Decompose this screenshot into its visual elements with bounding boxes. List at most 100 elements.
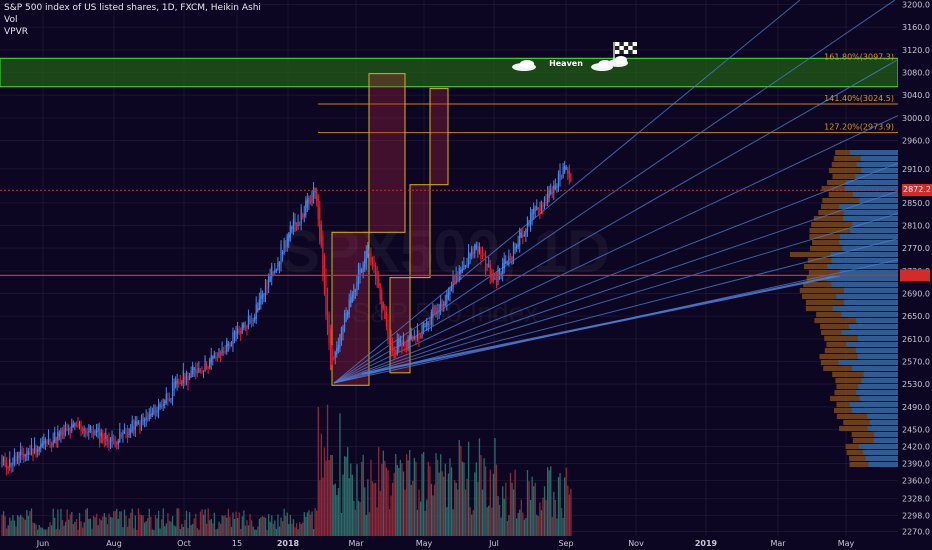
vpvr-bar-up (843, 210, 898, 215)
volume-bar (500, 517, 502, 536)
volume-bar (103, 512, 105, 536)
volume-bar (278, 526, 281, 536)
volume-bar (334, 483, 336, 536)
volume-bar (436, 459, 439, 536)
candle-body (325, 274, 327, 316)
candle-body (120, 435, 122, 437)
volume-bar (170, 521, 172, 536)
volume-bar (46, 529, 48, 536)
x-tick-label: Nov (628, 539, 644, 548)
candle-body (212, 356, 214, 360)
candle-body (463, 264, 465, 271)
candle-body (492, 276, 494, 281)
candle-body (512, 241, 515, 259)
candle-body (105, 432, 107, 439)
volume-bar (306, 512, 309, 536)
candle-body (237, 328, 239, 334)
candle-body (269, 274, 271, 283)
volume-bar (134, 515, 136, 536)
y-tick-label: 3120.0 (902, 46, 930, 55)
candle-body (178, 381, 180, 385)
candle-body (88, 431, 90, 433)
candle-body (72, 424, 74, 428)
y-tick-label: 2570.0 (902, 357, 930, 366)
volume-bar (424, 510, 426, 536)
volume-bar (529, 500, 532, 536)
candle-body (75, 424, 77, 426)
volume-bar (4, 516, 6, 536)
vpvr-bar-up (839, 270, 898, 275)
vpvr-bar-up (851, 408, 898, 413)
volume-bar (21, 516, 23, 536)
flag-check (615, 46, 620, 50)
candle-body (37, 449, 39, 452)
candle-body (272, 271, 274, 274)
volume-bar (402, 471, 405, 536)
volume-bar (7, 525, 9, 536)
volume-bar (16, 515, 19, 536)
volume-bar (356, 464, 358, 536)
volume-bar (475, 462, 477, 536)
candle-body (317, 196, 319, 220)
candle-body (550, 190, 552, 195)
volume-bar (88, 518, 90, 536)
volume-bar (26, 509, 28, 536)
vpvr-bar-up (859, 198, 898, 203)
candle-body (10, 462, 12, 467)
candle-body (436, 310, 439, 315)
candle-body (421, 324, 423, 338)
volume-bar (395, 454, 397, 536)
candle-body (370, 252, 372, 263)
volume-bar (390, 495, 392, 536)
candle-body (407, 337, 409, 346)
volume-bar (57, 509, 59, 536)
candle-body (55, 437, 57, 444)
candle-body (159, 403, 161, 408)
volume-bar (299, 522, 301, 536)
candle-body (526, 217, 529, 233)
candle-body (241, 323, 243, 333)
candle-body (316, 191, 318, 202)
volume-bar (156, 518, 158, 536)
volume-bar (210, 518, 212, 536)
volume-bar (247, 525, 250, 536)
candle-body (126, 432, 129, 438)
fib-extension: 161.80%(3097.3) 141.40%(3024.5) 127.20%(29… (318, 53, 898, 134)
support-tag (900, 269, 930, 282)
vpvr-bar-up (865, 456, 898, 461)
volume-bar (364, 487, 366, 536)
candle-body (452, 274, 454, 289)
volume-bar (109, 516, 112, 536)
volume-bar (401, 463, 403, 536)
volume-bar (150, 516, 152, 536)
flag-check (628, 50, 633, 54)
time-axis[interactable]: Jun Aug Oct 15 2018 Mar May Jul Sep Nov 2019 Mar May (36, 539, 855, 548)
watermark: SPX500, 1D S&P 500 Index (280, 218, 610, 328)
candle-body (289, 225, 291, 238)
candle-body (378, 278, 380, 288)
candle-body (449, 287, 451, 295)
volume-bar (159, 528, 161, 536)
legend-title: S&P 500 index of US listed shares, 1D, F… (4, 3, 261, 13)
volume-bar (108, 513, 110, 536)
candle-body (392, 343, 394, 351)
volume-bar (539, 502, 541, 536)
candle-body (207, 366, 209, 369)
price-axis[interactable]: 3200.0 3160.0 3120.0 3080.0 3040.0 3000.0 2960… (898, 0, 932, 550)
vpvr-bar-up (843, 216, 898, 221)
candle-body (565, 166, 567, 170)
volume-bar (64, 521, 67, 536)
candle-body (495, 278, 498, 286)
vpvr-bar-up (831, 282, 898, 287)
fan-line (333, 0, 801, 384)
candle-body (351, 293, 353, 303)
x-tick-label: 2019 (695, 539, 718, 548)
volume-bar (412, 480, 414, 536)
candle-body (52, 440, 54, 445)
volume-bar (173, 525, 175, 536)
volume-bar (418, 489, 420, 536)
candle-body (175, 381, 177, 387)
candle-body (502, 262, 504, 274)
volume-bar (161, 519, 163, 536)
